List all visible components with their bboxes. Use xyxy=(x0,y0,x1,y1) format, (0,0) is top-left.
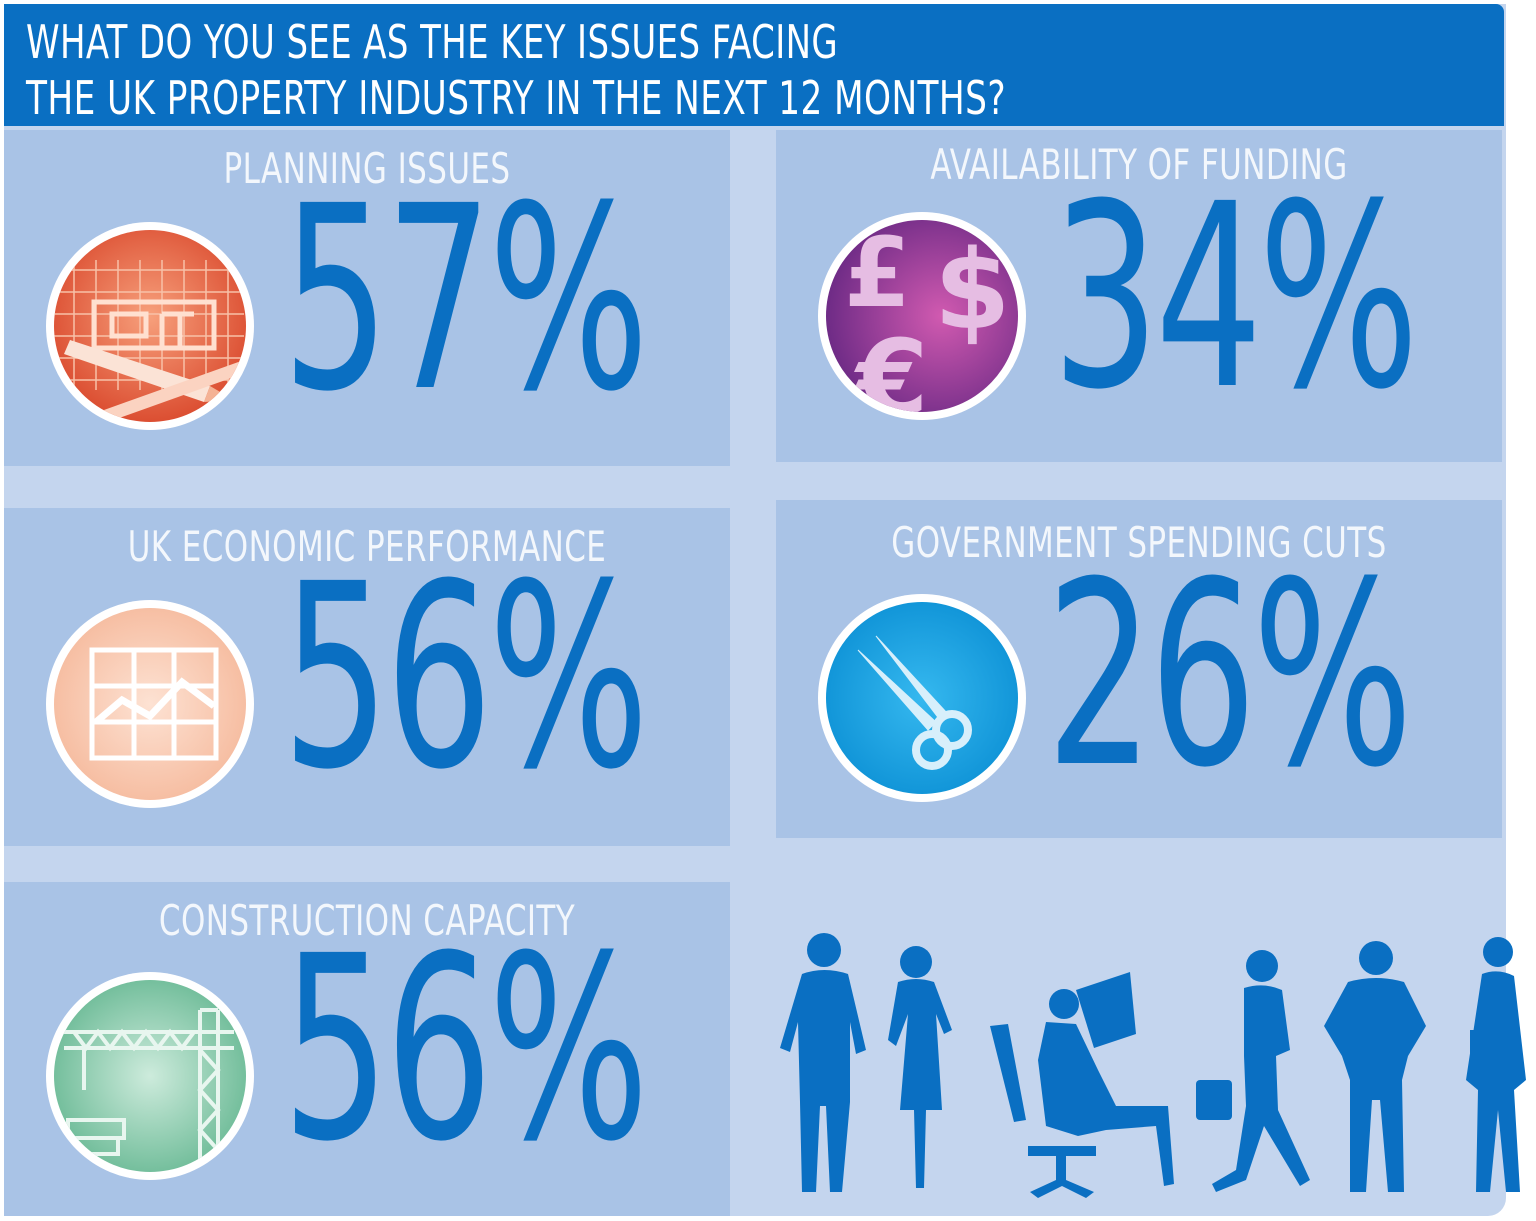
business-people-silhouettes xyxy=(780,933,1526,1198)
panel-title: CONSTRUCTION CAPACITY xyxy=(158,896,576,945)
value-planning-issues: 57% xyxy=(282,151,649,447)
panel-title: GOVERNMENT SPENDING CUTS xyxy=(891,518,1387,567)
silhouette-woman-folder xyxy=(1466,937,1526,1192)
silhouette-man-hands-on-hips xyxy=(1324,941,1426,1192)
panel-construction-capacity: CONSTRUCTION CAPACITY 56% xyxy=(4,882,730,1216)
header-banner: WHAT DO YOU SEE AS THE KEY ISSUES FACING… xyxy=(4,4,1504,126)
blueprint-pencil-icon xyxy=(46,222,254,430)
panel-government-spending-cuts: GOVERNMENT SPENDING CUTS 26% xyxy=(776,500,1502,838)
scissors-icon xyxy=(818,594,1026,802)
panel-uk-economic-performance: UK ECONOMIC PERFORMANCE 56% xyxy=(4,508,730,846)
header-title-line-1: WHAT DO YOU SEE AS THE KEY ISSUES FACING xyxy=(26,15,839,69)
panel-title: UK ECONOMIC PERFORMANCE xyxy=(127,522,607,571)
panel-title: PLANNING ISSUES xyxy=(223,144,511,193)
value-uk-economic-performance: 56% xyxy=(282,529,649,825)
value-availability-of-funding: 34% xyxy=(1052,149,1419,445)
value-government-spending-cuts: 26% xyxy=(1046,527,1413,823)
pound-symbol: £ xyxy=(844,217,911,329)
currency-symbols-icon: £ $ € xyxy=(818,212,1026,422)
euro-symbol: € xyxy=(854,317,928,422)
crane-icon xyxy=(46,972,254,1180)
value-construction-capacity: 56% xyxy=(282,901,649,1197)
panel-planning-issues: PLANNING ISSUES 57% xyxy=(4,130,730,466)
silhouette-woman-chair xyxy=(990,972,1174,1198)
panel-title: AVAILABILITY OF FUNDING xyxy=(930,140,1348,189)
silhouette-woman-phone xyxy=(888,946,952,1188)
dollar-symbol: $ xyxy=(934,226,1011,354)
panel-availability-of-funding: AVAILABILITY OF FUNDING £ $ € 34% xyxy=(776,130,1502,462)
silhouette-woman-walking xyxy=(1196,950,1310,1192)
header-title-line-2: THE UK PROPERTY INDUSTRY IN THE NEXT 12 … xyxy=(26,71,1006,125)
silhouette-man-standing xyxy=(780,933,866,1192)
line-chart-icon xyxy=(46,600,254,808)
